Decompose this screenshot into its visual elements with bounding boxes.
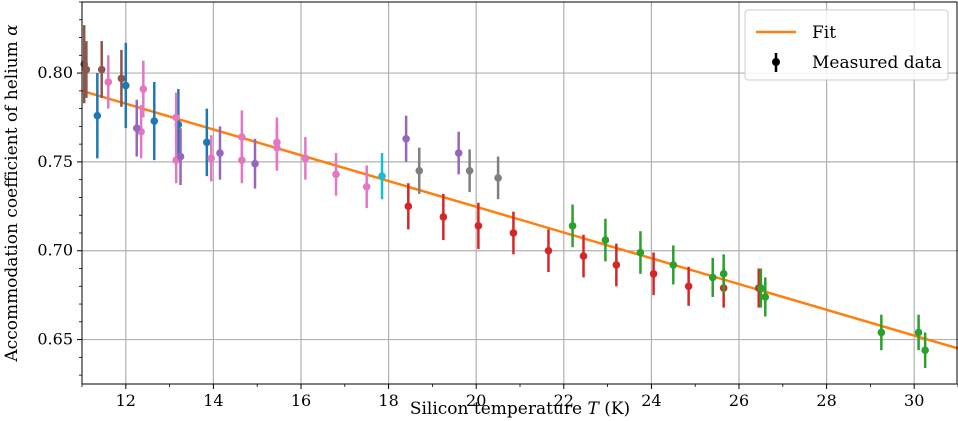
data-point — [921, 346, 929, 355]
axis-ticks: 12 14 16 18 20 22 24 26 28 30 0.65 0.70 0.75 0.80 — [37, 1, 958, 410]
legend-box — [744, 9, 949, 81]
legend: Fit Measured data — [744, 9, 949, 81]
data-point — [104, 78, 113, 86]
data-point — [544, 246, 553, 255]
data-point — [132, 124, 141, 132]
data-point — [914, 328, 923, 337]
legend-data-label: Measured data — [812, 53, 942, 73]
data-point — [216, 149, 224, 157]
x-tick-label: 30 — [904, 391, 924, 410]
data-point — [877, 328, 886, 337]
data-point — [757, 284, 765, 292]
y-tick-label: 0.65 — [37, 330, 73, 349]
data-point — [332, 170, 340, 179]
data-points-layer — [80, 25, 929, 369]
y-axis-label-var: α — [2, 24, 22, 36]
data-point — [649, 270, 658, 278]
data-point — [122, 81, 130, 90]
data-point — [415, 166, 424, 175]
y-tick-label: 0.80 — [37, 63, 73, 82]
data-point — [203, 138, 211, 147]
x-axis-label: Silicon temperature T (K) — [410, 399, 630, 419]
data-point — [636, 248, 645, 257]
legend-data-marker — [772, 58, 780, 66]
x-tick-label: 22 — [554, 391, 574, 410]
data-point — [474, 222, 483, 230]
data-point — [761, 293, 770, 301]
data-point — [139, 85, 148, 93]
data-point — [301, 154, 310, 163]
data-point — [465, 166, 474, 175]
x-tick-label: 12 — [116, 391, 136, 410]
data-point — [612, 261, 621, 269]
data-point — [97, 65, 106, 74]
data-point — [669, 261, 678, 269]
data-point — [150, 117, 159, 125]
data-point — [82, 65, 91, 74]
y-axis-label-prefix: Accommodation coefficient of helium — [2, 36, 22, 363]
data-point — [172, 113, 180, 122]
data-point — [251, 159, 259, 168]
x-tick-label: 16 — [291, 391, 311, 410]
data-point — [494, 174, 502, 182]
data-point — [176, 152, 185, 161]
y-axis-label: Accommodation coefficient of helium α — [2, 24, 22, 363]
x-tick-label: 28 — [816, 391, 836, 410]
fit-layer — [81, 89, 958, 350]
data-point — [568, 222, 577, 230]
legend-fit-label: Fit — [812, 23, 836, 43]
data-point — [93, 111, 102, 120]
data-point — [207, 154, 216, 163]
data-point — [719, 270, 728, 278]
data-point — [378, 172, 386, 180]
data-point — [708, 273, 717, 282]
x-axis-label-prefix: Silicon temperature — [410, 399, 588, 419]
x-tick-label: 14 — [203, 391, 223, 410]
data-point — [404, 202, 413, 211]
data-point — [579, 252, 588, 260]
y-tick-label: 0.70 — [37, 241, 73, 260]
data-point — [273, 143, 281, 152]
data-point — [402, 135, 410, 143]
y-tick-label: 0.75 — [37, 152, 73, 171]
x-tick-label: 24 — [641, 391, 661, 410]
x-axis-label-var: T — [587, 399, 600, 419]
data-point — [238, 156, 246, 164]
data-point — [117, 74, 126, 83]
data-point — [601, 236, 610, 244]
data-point — [454, 149, 463, 157]
x-tick-label: 26 — [729, 391, 749, 410]
plot-frame — [81, 1, 958, 385]
data-point — [509, 229, 518, 237]
fit-line — [81, 89, 958, 350]
data-point — [684, 282, 693, 291]
data-point — [439, 213, 448, 221]
x-tick-label: 18 — [378, 391, 398, 410]
data-point — [362, 182, 371, 191]
x-tick-label: 20 — [466, 391, 486, 410]
x-axis-label-suffix: (K) — [599, 399, 630, 419]
